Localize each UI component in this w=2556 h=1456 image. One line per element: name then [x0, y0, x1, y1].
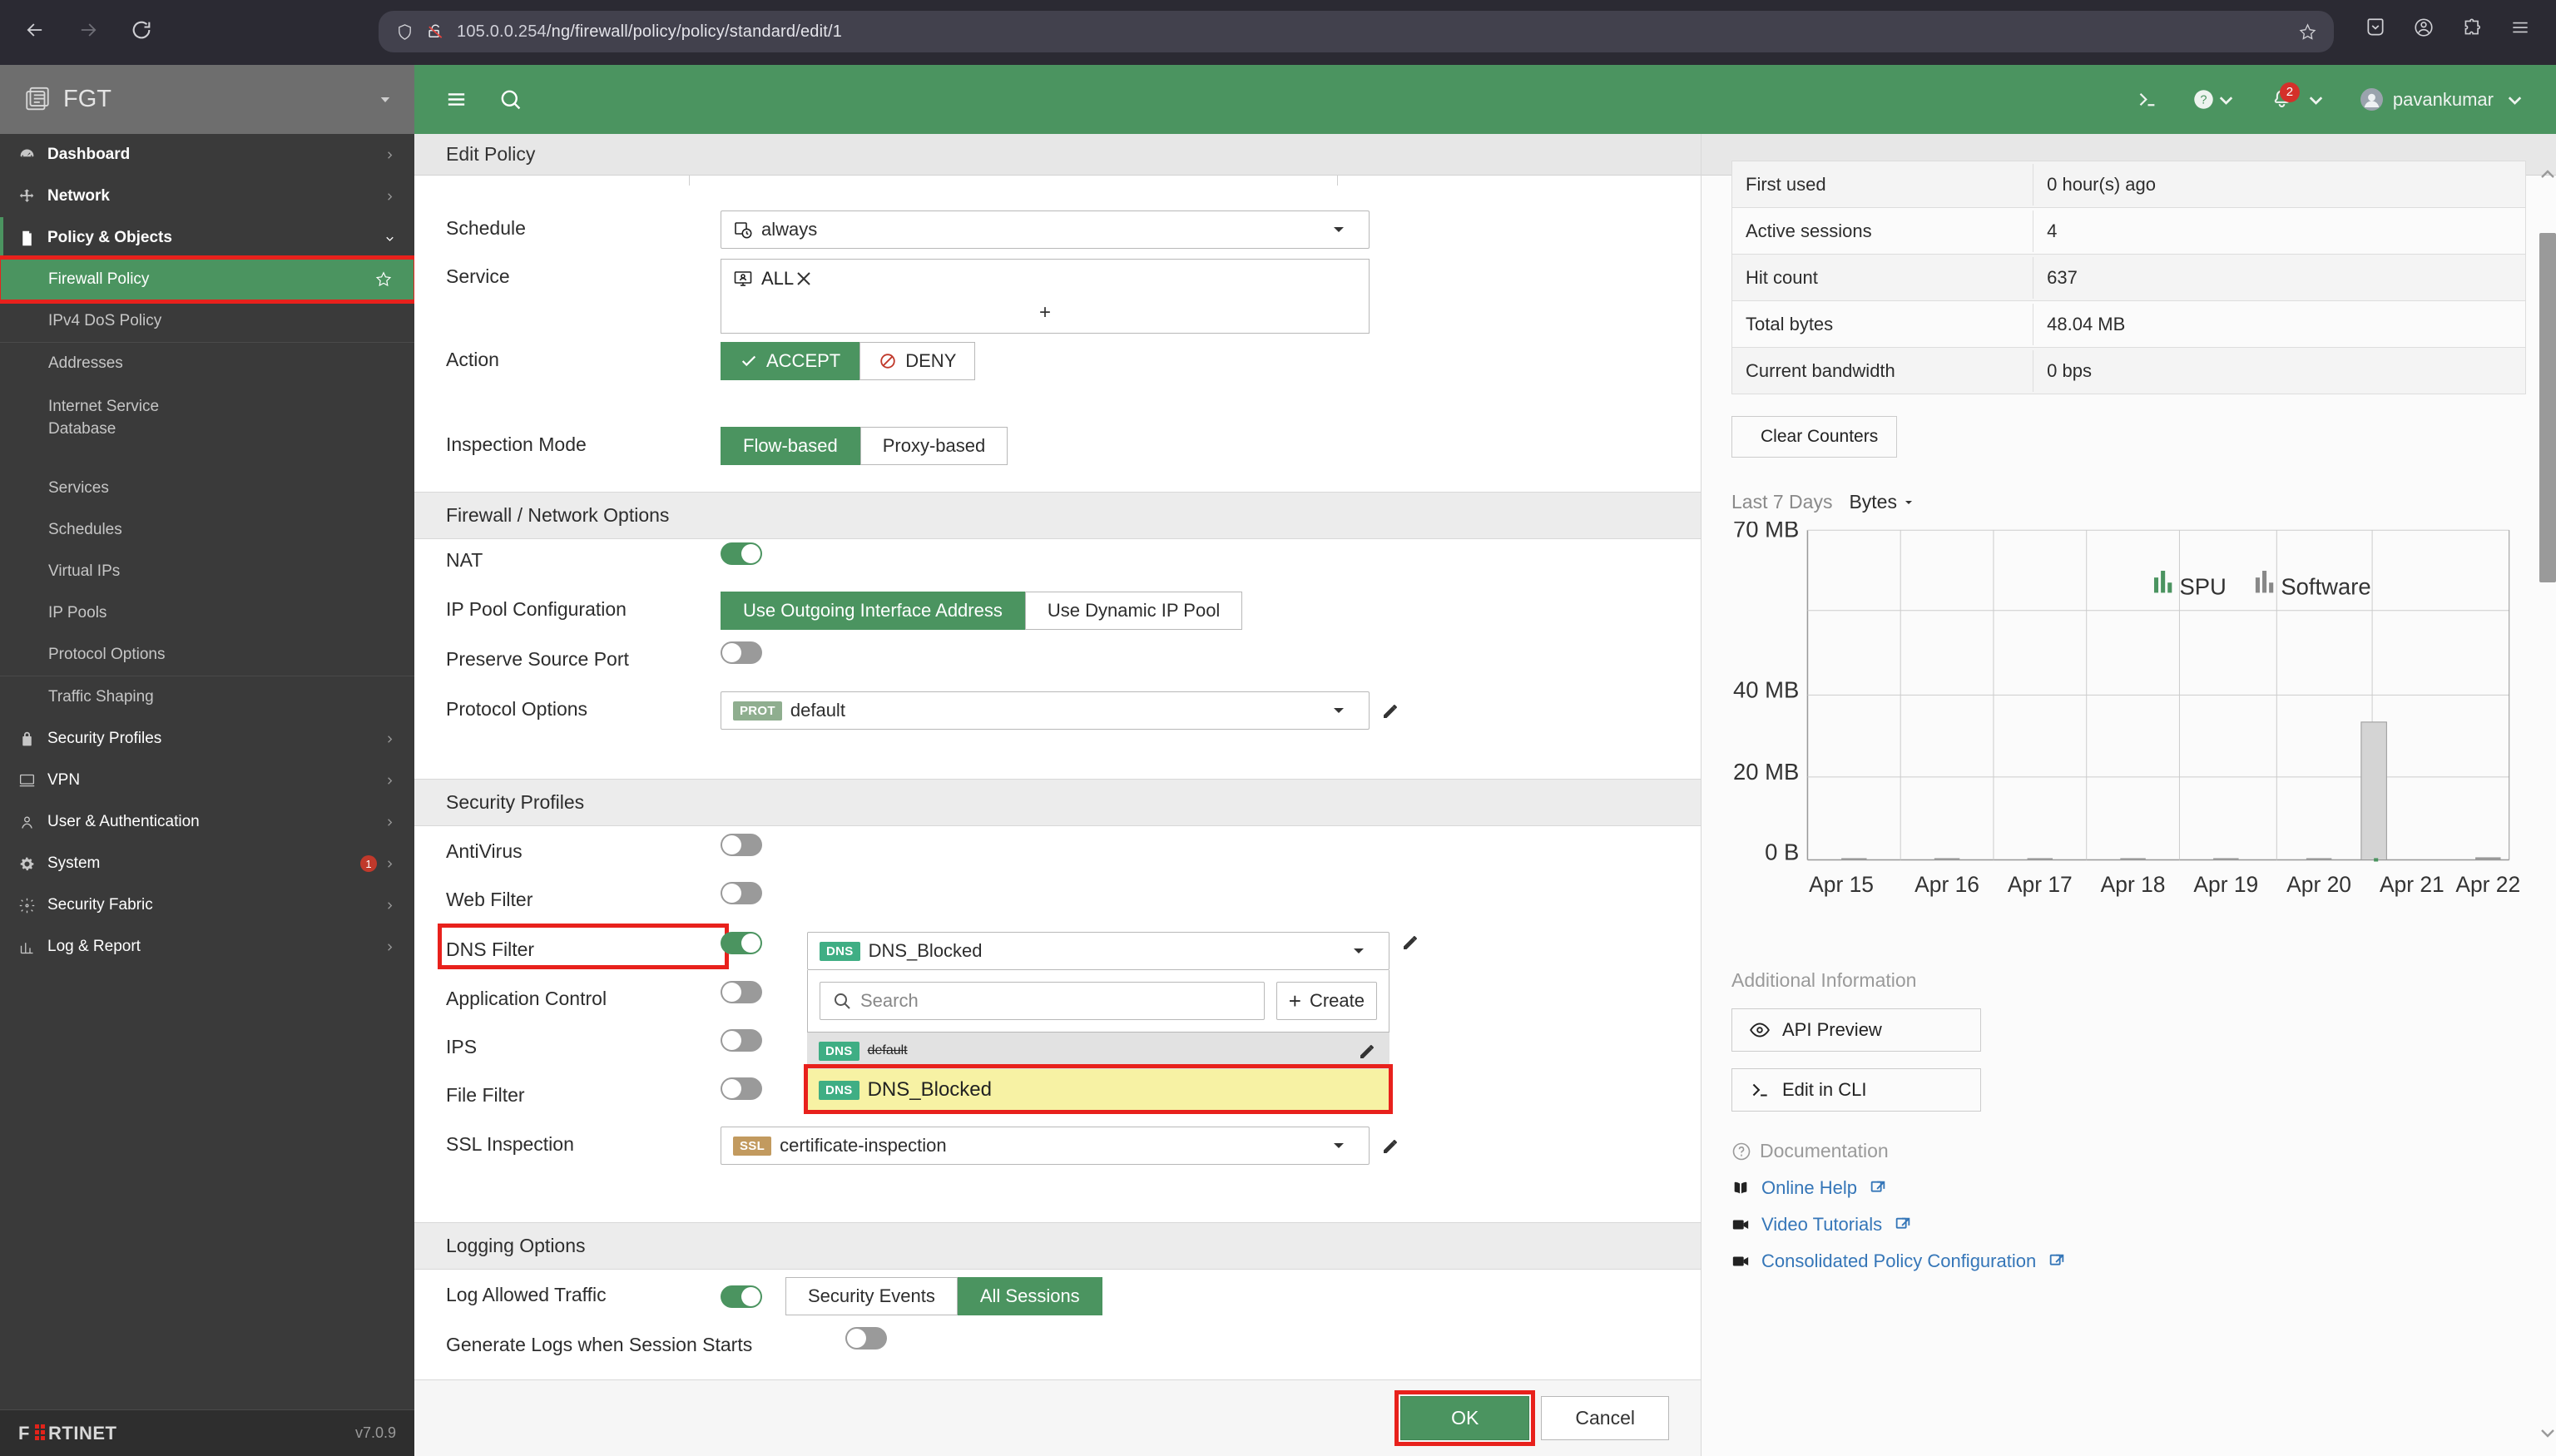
svg-text:Apr 21: Apr 21	[2380, 872, 2445, 897]
svg-text:40 MB: 40 MB	[1733, 676, 1799, 702]
svg-text:Software: Software	[2281, 573, 2370, 599]
svg-text:Apr 22: Apr 22	[2455, 872, 2520, 897]
svg-text:Apr 19: Apr 19	[2193, 872, 2258, 897]
svg-text:Apr 20: Apr 20	[2286, 872, 2351, 897]
svg-text:Apr 16: Apr 16	[1915, 872, 1979, 897]
svg-text:Apr 15: Apr 15	[1809, 872, 1874, 897]
svg-text:F: F	[18, 1423, 30, 1444]
svg-text:RTINET: RTINET	[48, 1423, 117, 1444]
svg-text:0 B: 0 B	[1765, 839, 1799, 864]
svg-text:Apr 17: Apr 17	[2008, 872, 2073, 897]
svg-text:?: ?	[2200, 94, 2207, 107]
svg-text:70 MB: 70 MB	[1733, 522, 1799, 542]
svg-text:20 MB: 20 MB	[1733, 759, 1799, 785]
svg-text:SPU: SPU	[2179, 573, 2226, 599]
svg-text:Apr 18: Apr 18	[2101, 872, 2166, 897]
